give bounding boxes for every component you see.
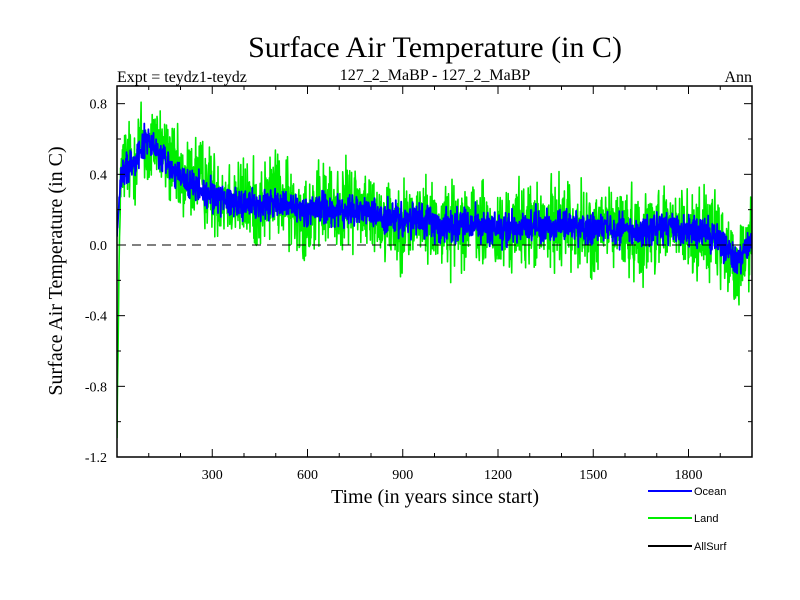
- subtitle-left: Expt = teydz1-teydz: [117, 69, 247, 86]
- y-tick-label: -0.4: [85, 310, 107, 325]
- series-line-ocean: [117, 122, 752, 275]
- x-tick-label: 300: [202, 468, 223, 483]
- x-tick-label: 1200: [484, 468, 512, 483]
- x-tick-label: 900: [392, 468, 413, 483]
- x-tick-label: 600: [297, 468, 318, 483]
- y-axis-label: Surface Air Temperature (in C): [45, 146, 67, 395]
- legend: Ocean Land AllSurf: [648, 486, 727, 553]
- y-tick-label: 0.0: [90, 239, 108, 254]
- legend-label-ocean: Ocean: [694, 486, 726, 498]
- y-tick-label: -0.8: [85, 380, 107, 395]
- y-tick-label: 0.4: [90, 168, 108, 183]
- subtitle-right: Ann: [724, 69, 752, 86]
- subtitle-center: 127_2_MaBP - 127_2_MaBP: [340, 67, 531, 84]
- x-axis: 300 600 900 1200 1500 1800: [148, 86, 721, 483]
- y-tick-label: 0.8: [90, 98, 108, 113]
- chart-title: Surface Air Temperature (in C): [248, 31, 622, 64]
- x-tick-label: 1500: [579, 468, 607, 483]
- y-tick-label: -1.2: [85, 451, 107, 466]
- x-tick-label: 1800: [675, 468, 703, 483]
- plot-area: 300 600 900 1200 1500 1800 0.8 0.4 0.0 -0.4 -0.8 -…: [85, 85, 753, 483]
- series-layer: [117, 101, 752, 439]
- legend-label-land: Land: [694, 513, 718, 525]
- y-axis: 0.8 0.4 0.0 -0.4 -0.8 -1.2: [85, 98, 752, 466]
- legend-label-allsurf: AllSurf: [694, 541, 727, 553]
- x-axis-label: Time (in years since start): [331, 486, 539, 508]
